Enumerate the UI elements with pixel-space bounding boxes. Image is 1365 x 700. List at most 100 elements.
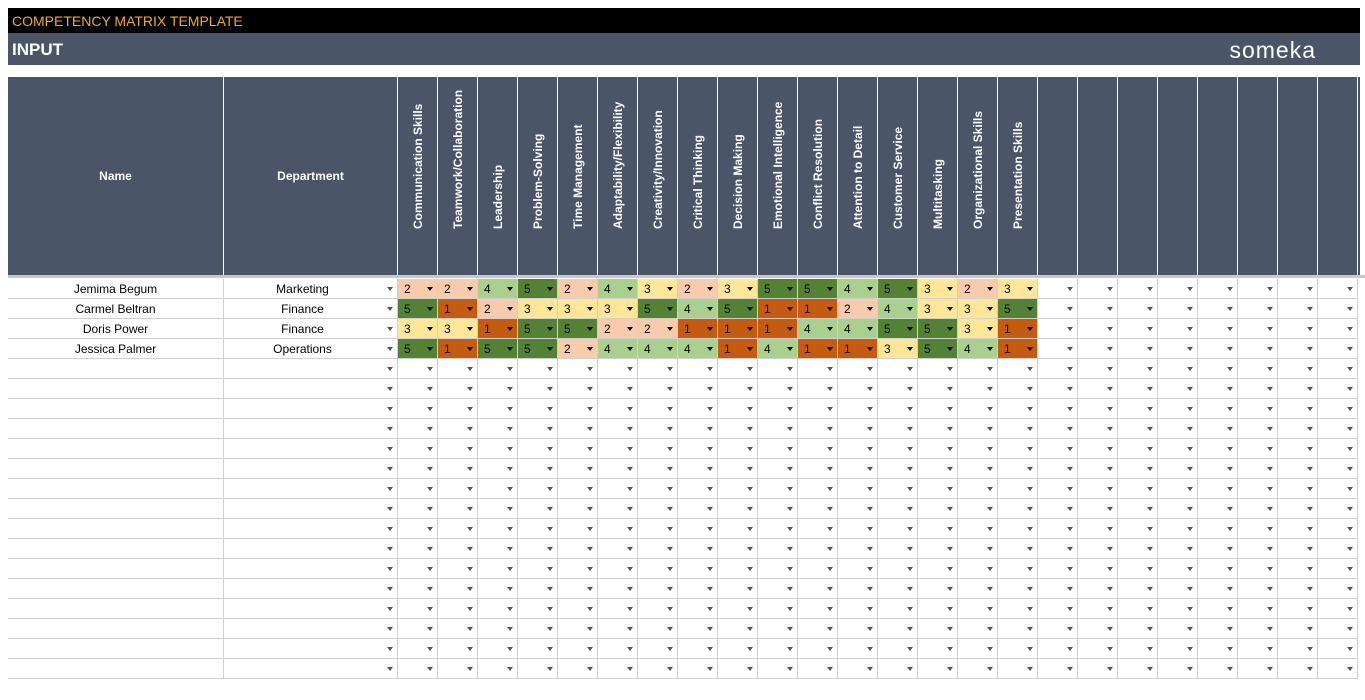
dropdown-arrow-icon[interactable] bbox=[587, 367, 593, 371]
score-cell[interactable] bbox=[958, 619, 998, 639]
dropdown-arrow-icon[interactable] bbox=[707, 487, 713, 491]
dropdown-arrow-icon[interactable] bbox=[547, 627, 553, 631]
score-cell[interactable] bbox=[1198, 659, 1238, 679]
dropdown-arrow-icon[interactable] bbox=[587, 407, 593, 411]
score-cell[interactable] bbox=[958, 559, 998, 579]
dropdown-arrow-icon[interactable] bbox=[1147, 307, 1153, 311]
dropdown-arrow-icon[interactable] bbox=[1227, 647, 1233, 651]
dropdown-arrow-icon[interactable] bbox=[1067, 447, 1073, 451]
dropdown-arrow-icon[interactable] bbox=[1107, 447, 1113, 451]
score-cell[interactable] bbox=[1118, 479, 1158, 499]
score-cell[interactable] bbox=[1078, 479, 1118, 499]
score-cell[interactable] bbox=[558, 399, 598, 419]
dropdown-arrow-icon[interactable] bbox=[1267, 367, 1273, 371]
score-cell[interactable]: 3 bbox=[438, 319, 478, 339]
dropdown-arrow-icon[interactable] bbox=[987, 307, 993, 311]
score-cell[interactable]: 5 bbox=[518, 279, 558, 299]
score-cell[interactable] bbox=[718, 559, 758, 579]
score-cell[interactable]: 3 bbox=[558, 299, 598, 319]
score-cell[interactable]: 2 bbox=[558, 339, 598, 359]
score-cell[interactable] bbox=[598, 399, 638, 419]
score-cell[interactable] bbox=[1078, 279, 1118, 299]
dropdown-arrow-icon[interactable] bbox=[907, 447, 913, 451]
score-cell[interactable] bbox=[1318, 419, 1358, 439]
score-cell[interactable] bbox=[1278, 339, 1318, 359]
score-cell[interactable] bbox=[958, 539, 998, 559]
score-cell[interactable] bbox=[638, 659, 678, 679]
dropdown-arrow-icon[interactable] bbox=[1347, 607, 1353, 611]
dropdown-arrow-icon[interactable] bbox=[947, 547, 953, 551]
dropdown-arrow-icon[interactable] bbox=[707, 607, 713, 611]
dropdown-arrow-icon[interactable] bbox=[1187, 347, 1193, 351]
score-cell[interactable] bbox=[758, 379, 798, 399]
dropdown-arrow-icon[interactable] bbox=[787, 527, 793, 531]
score-cell[interactable] bbox=[718, 479, 758, 499]
dropdown-arrow-icon[interactable] bbox=[1227, 547, 1233, 551]
score-cell[interactable] bbox=[918, 479, 958, 499]
dropdown-arrow-icon[interactable] bbox=[467, 407, 473, 411]
score-cell[interactable] bbox=[558, 579, 598, 599]
score-cell[interactable]: 1 bbox=[438, 299, 478, 319]
score-cell[interactable] bbox=[798, 399, 838, 419]
dropdown-arrow-icon[interactable] bbox=[627, 547, 633, 551]
score-cell[interactable] bbox=[558, 379, 598, 399]
score-cell[interactable] bbox=[1118, 619, 1158, 639]
dropdown-arrow-icon[interactable] bbox=[427, 627, 433, 631]
dropdown-arrow-icon[interactable] bbox=[627, 567, 633, 571]
dropdown-arrow-icon[interactable] bbox=[947, 427, 953, 431]
dropdown-arrow-icon[interactable] bbox=[587, 627, 593, 631]
score-cell[interactable] bbox=[1038, 579, 1078, 599]
dropdown-arrow-icon[interactable] bbox=[387, 387, 393, 391]
dropdown-arrow-icon[interactable] bbox=[1347, 507, 1353, 511]
dropdown-arrow-icon[interactable] bbox=[1027, 627, 1033, 631]
dropdown-arrow-icon[interactable] bbox=[787, 387, 793, 391]
dropdown-arrow-icon[interactable] bbox=[827, 607, 833, 611]
dropdown-arrow-icon[interactable] bbox=[1307, 287, 1313, 291]
dropdown-arrow-icon[interactable] bbox=[787, 347, 793, 351]
dropdown-arrow-icon[interactable] bbox=[667, 407, 673, 411]
dropdown-arrow-icon[interactable] bbox=[1187, 507, 1193, 511]
score-cell[interactable] bbox=[1278, 319, 1318, 339]
dropdown-arrow-icon[interactable] bbox=[707, 447, 713, 451]
score-cell[interactable] bbox=[398, 579, 438, 599]
score-cell[interactable] bbox=[998, 619, 1038, 639]
department-cell[interactable] bbox=[224, 439, 398, 459]
dropdown-arrow-icon[interactable] bbox=[947, 587, 953, 591]
department-cell[interactable]: Operations bbox=[224, 339, 398, 359]
score-cell[interactable] bbox=[398, 519, 438, 539]
score-cell[interactable] bbox=[598, 419, 638, 439]
dropdown-arrow-icon[interactable] bbox=[787, 427, 793, 431]
score-cell[interactable] bbox=[518, 359, 558, 379]
name-cell[interactable] bbox=[8, 519, 224, 539]
dropdown-arrow-icon[interactable] bbox=[987, 467, 993, 471]
dropdown-arrow-icon[interactable] bbox=[907, 327, 913, 331]
dropdown-arrow-icon[interactable] bbox=[547, 467, 553, 471]
score-cell[interactable] bbox=[1158, 619, 1198, 639]
score-cell[interactable] bbox=[518, 399, 558, 419]
score-cell[interactable]: 4 bbox=[598, 279, 638, 299]
score-cell[interactable] bbox=[1078, 459, 1118, 479]
dropdown-arrow-icon[interactable] bbox=[387, 427, 393, 431]
dropdown-arrow-icon[interactable] bbox=[1347, 667, 1353, 671]
name-cell[interactable] bbox=[8, 579, 224, 599]
dropdown-arrow-icon[interactable] bbox=[1267, 287, 1273, 291]
dropdown-arrow-icon[interactable] bbox=[907, 287, 913, 291]
score-cell[interactable] bbox=[798, 639, 838, 659]
score-cell[interactable]: 5 bbox=[878, 319, 918, 339]
dropdown-arrow-icon[interactable] bbox=[1027, 507, 1033, 511]
score-cell[interactable] bbox=[1158, 579, 1198, 599]
score-cell[interactable]: 4 bbox=[838, 319, 878, 339]
dropdown-arrow-icon[interactable] bbox=[1227, 587, 1233, 591]
dropdown-arrow-icon[interactable] bbox=[907, 347, 913, 351]
dropdown-arrow-icon[interactable] bbox=[1347, 447, 1353, 451]
score-cell[interactable] bbox=[638, 439, 678, 459]
score-cell[interactable] bbox=[478, 399, 518, 419]
score-cell[interactable] bbox=[1318, 659, 1358, 679]
dropdown-arrow-icon[interactable] bbox=[1267, 347, 1273, 351]
score-cell[interactable]: 1 bbox=[478, 319, 518, 339]
dropdown-arrow-icon[interactable] bbox=[587, 427, 593, 431]
dropdown-arrow-icon[interactable] bbox=[547, 447, 553, 451]
score-cell[interactable] bbox=[838, 499, 878, 519]
score-cell[interactable] bbox=[1078, 559, 1118, 579]
name-cell[interactable]: Jemima Begum bbox=[8, 279, 224, 299]
